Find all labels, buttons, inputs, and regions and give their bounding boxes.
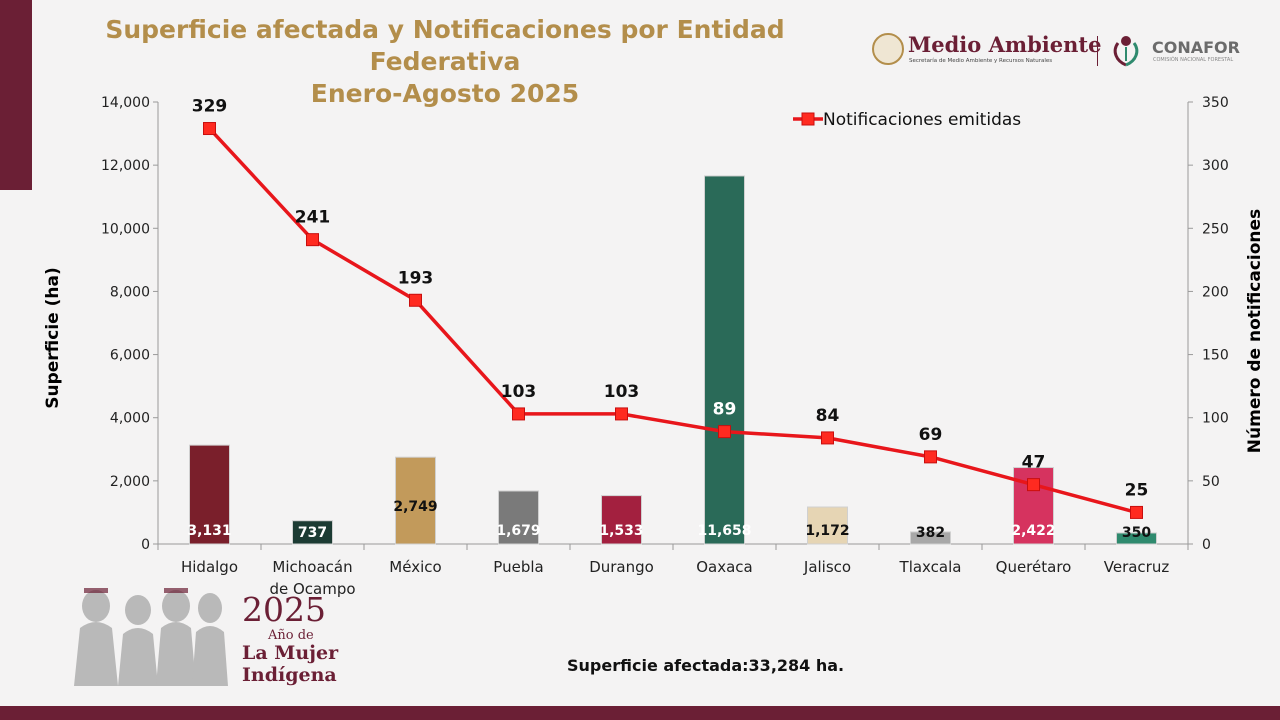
legend-marker-swatch xyxy=(801,112,815,126)
bar-value-label: 2,749 xyxy=(393,499,437,515)
line-marker xyxy=(409,293,422,307)
semarnat-logo-text: Medio Ambiente xyxy=(908,32,1102,57)
line-value-label: 193 xyxy=(398,268,434,288)
left-accent-bar xyxy=(0,0,32,190)
line-marker xyxy=(512,407,525,421)
line-value-label: 329 xyxy=(192,97,228,117)
line-marker xyxy=(924,450,937,464)
line-marker xyxy=(821,431,834,445)
title-line-2: Enero-Agosto 2025 xyxy=(310,79,580,108)
y-tick-label: 2,000 xyxy=(110,474,150,490)
y-tick-label: 4,000 xyxy=(110,411,150,427)
line-value-label: 103 xyxy=(604,382,640,402)
y-tick-label: 6,000 xyxy=(110,348,150,364)
bar xyxy=(395,456,436,545)
line-value-label: 241 xyxy=(295,208,331,228)
line-marker xyxy=(203,122,216,136)
y-tick-label: 12,000 xyxy=(101,158,150,174)
x-category-label: Oaxaca xyxy=(696,558,753,576)
bar xyxy=(498,490,539,545)
mexico-seal-icon xyxy=(872,33,904,65)
y-tick-label: 8,000 xyxy=(110,284,150,300)
bar xyxy=(704,175,745,545)
x-category-label: Jalisco xyxy=(803,558,851,576)
x-category-label: Veracruz xyxy=(1104,558,1170,576)
women-illustration-icon xyxy=(74,588,228,686)
badge-line-1: Año de xyxy=(268,628,314,643)
x-category-label: México xyxy=(389,558,441,576)
bar xyxy=(601,495,642,545)
bar xyxy=(189,444,230,545)
y2-tick-label: 200 xyxy=(1202,284,1229,300)
chart-title: Superficie afectada y Notificaciones por… xyxy=(30,14,860,110)
y2-tick-label: 300 xyxy=(1202,158,1229,174)
bar-value-label: 737 xyxy=(298,525,327,541)
x-category-label: Tlaxcala xyxy=(899,558,962,576)
line-value-label: 103 xyxy=(501,382,537,402)
y-tick-label: 0 xyxy=(141,537,150,553)
y2-tick-label: 100 xyxy=(1202,411,1229,427)
bar-value-label: 3,131 xyxy=(187,523,231,539)
line-marker xyxy=(718,425,731,439)
bar-value-label: 350 xyxy=(1122,525,1151,541)
semarnat-logo-subtitle: Secretaría de Medio Ambiente y Recursos … xyxy=(909,58,1053,64)
line-marker xyxy=(615,407,628,421)
bar xyxy=(1116,532,1157,545)
conafor-logo-icon xyxy=(1113,36,1139,67)
line-value-label: 25 xyxy=(1125,480,1149,500)
line-value-label: 47 xyxy=(1022,453,1046,473)
title-line-1: Superficie afectada y Notificaciones por… xyxy=(105,15,785,76)
conafor-logo-text: CONAFOR xyxy=(1152,38,1240,57)
y2-tick-label: 0 xyxy=(1202,537,1211,553)
badge-line-3: Indígena xyxy=(242,664,337,686)
x-category-label: de Ocampo xyxy=(269,580,355,598)
y2-tick-label: 50 xyxy=(1202,474,1220,490)
header-logos: Medio Ambiente Secretaría de Medio Ambie… xyxy=(872,30,1252,70)
x-category-label: Querétaro xyxy=(996,558,1072,576)
y2-tick-label: 250 xyxy=(1202,221,1229,237)
mujer-indigena-badge: 2025 Año de La Mujer Indígena xyxy=(66,576,346,694)
bar xyxy=(292,520,333,545)
y-axis-title: Superficie (ha) xyxy=(43,267,63,409)
logo-separator xyxy=(1097,36,1098,66)
x-category-label: Puebla xyxy=(493,558,543,576)
bar-value-label: 1,172 xyxy=(805,523,849,539)
x-category-label: Durango xyxy=(589,558,654,576)
x-category-label: Michoacán xyxy=(272,558,352,576)
bar xyxy=(910,531,951,545)
bar xyxy=(807,506,848,545)
line-marker xyxy=(306,233,319,247)
y-tick-label: 14,000 xyxy=(101,95,150,111)
badge-line-2: La Mujer xyxy=(242,642,339,664)
y2-axis-title: Número de notificaciones xyxy=(1245,209,1265,453)
y-tick-label: 10,000 xyxy=(101,221,150,237)
bar-value-label: 1,679 xyxy=(496,523,540,539)
notificaciones-line xyxy=(208,127,1137,515)
line-value-label: 69 xyxy=(919,425,943,445)
line-value-label: 89 xyxy=(713,400,737,420)
bar-value-label: 1,533 xyxy=(599,523,643,539)
total-area-text: Superficie afectada:33,284 ha. xyxy=(567,656,845,675)
bar-value-label: 2,422 xyxy=(1011,523,1055,539)
bar-value-label: 382 xyxy=(916,525,945,541)
legend-label: Notificaciones emitidas xyxy=(823,110,1021,130)
bottom-accent-bar xyxy=(0,706,1280,720)
y2-tick-label: 150 xyxy=(1202,348,1229,364)
conafor-logo-subtitle: COMISIÓN NACIONAL FORESTAL xyxy=(1153,57,1234,63)
line-marker xyxy=(1027,478,1040,492)
line-value-label: 84 xyxy=(816,406,840,426)
bar-value-label: 11,658 xyxy=(697,523,751,539)
line-marker xyxy=(1130,505,1143,519)
y2-tick-label: 350 xyxy=(1202,95,1229,111)
x-category-label: Hidalgo xyxy=(181,558,238,576)
badge-year: 2025 xyxy=(242,590,326,629)
